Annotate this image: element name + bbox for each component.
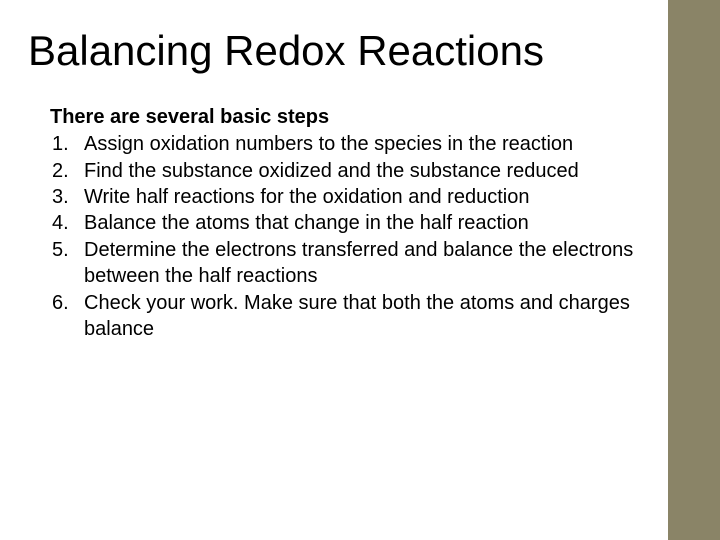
slide-title: Balancing Redox Reactions bbox=[28, 28, 648, 74]
list-item: Write half reactions for the oxidation a… bbox=[50, 184, 648, 210]
slide-content: Balancing Redox Reactions There are seve… bbox=[0, 0, 668, 540]
list-item: Assign oxidation numbers to the species … bbox=[50, 131, 648, 157]
steps-list: Assign oxidation numbers to the species … bbox=[28, 131, 648, 342]
intro-text: There are several basic steps bbox=[28, 106, 648, 129]
slide-accent-sidebar bbox=[668, 0, 720, 540]
list-item: Check your work. Make sure that both the… bbox=[50, 290, 648, 343]
list-item: Find the substance oxidized and the subs… bbox=[50, 158, 648, 184]
list-item: Determine the electrons transferred and … bbox=[50, 237, 648, 290]
list-item: Balance the atoms that change in the hal… bbox=[50, 210, 648, 236]
